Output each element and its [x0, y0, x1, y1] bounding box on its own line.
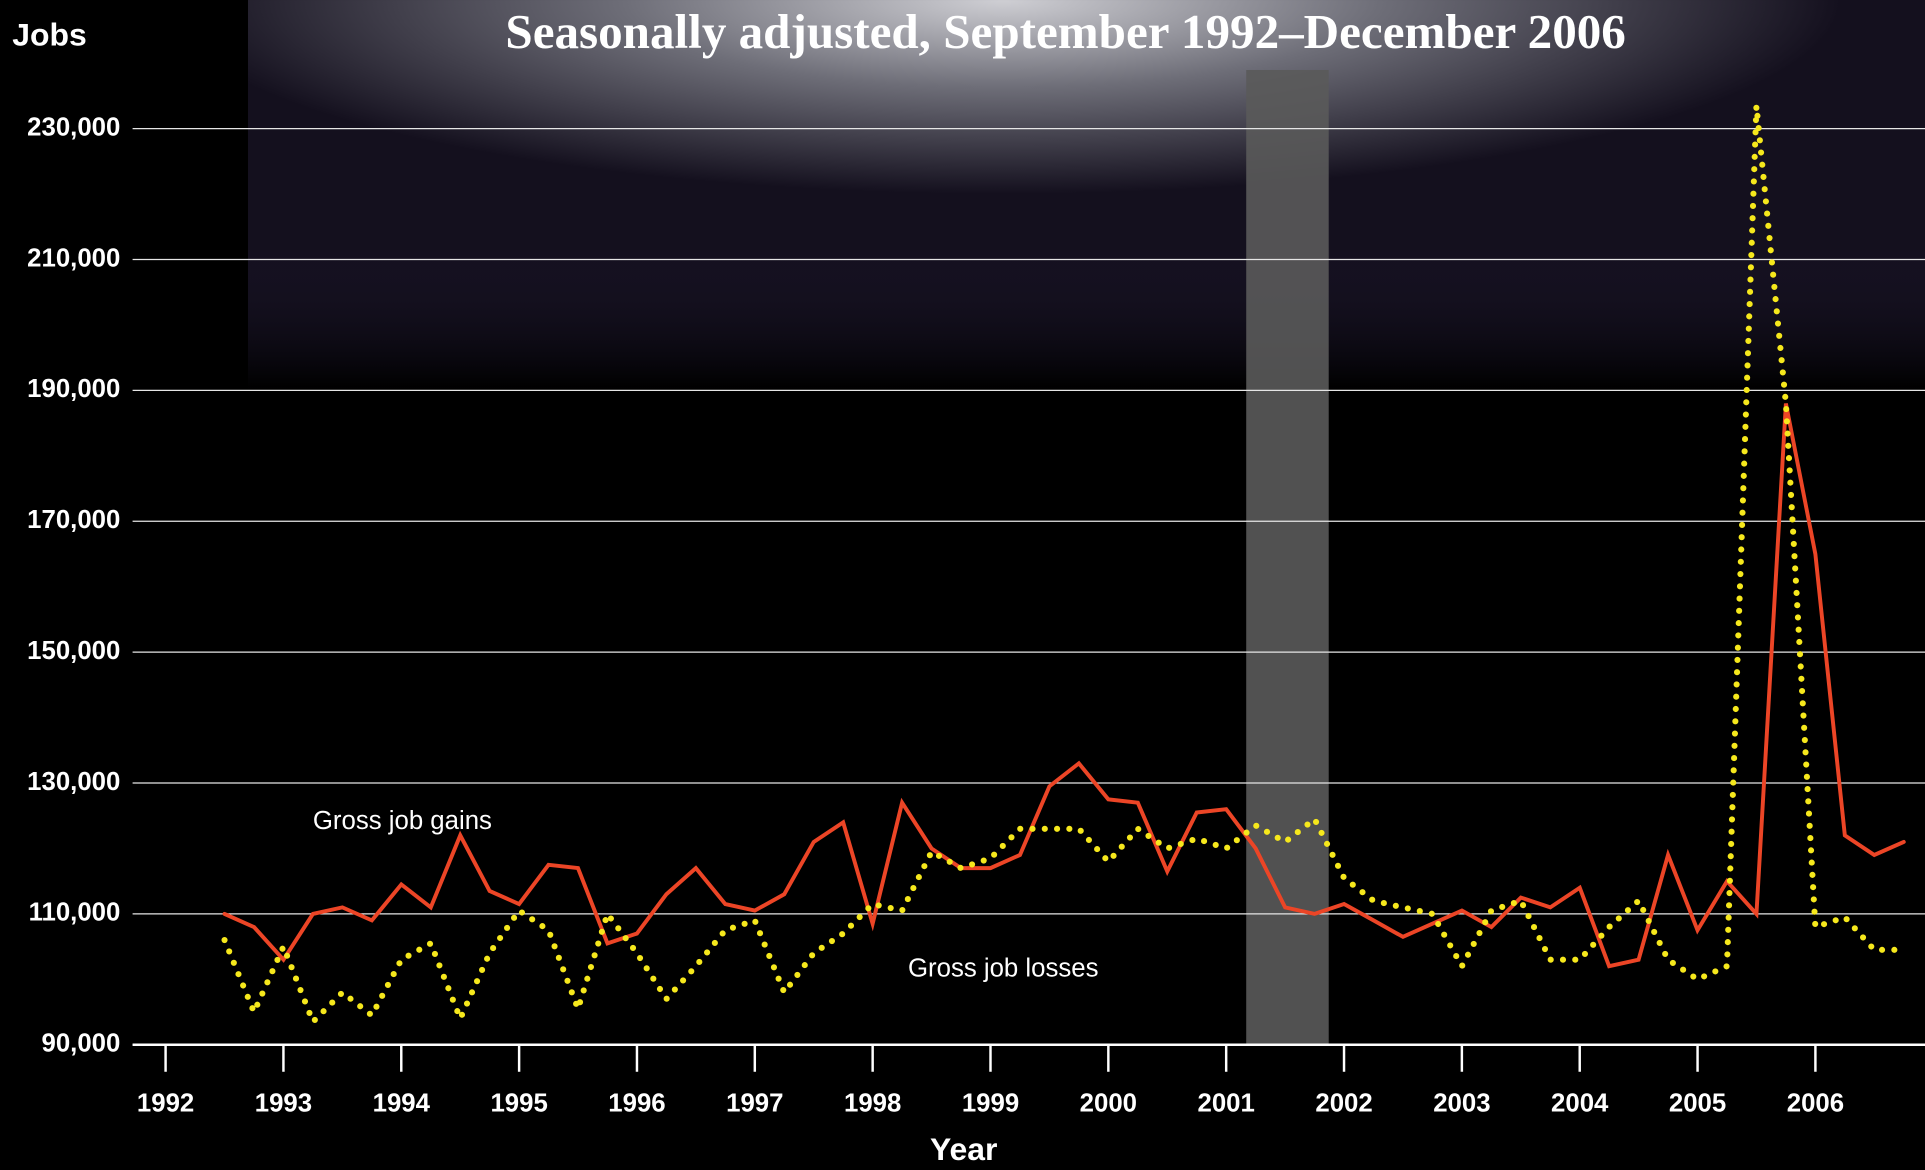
chart: 90,000 110,000 130,000 150,000 170,000 190,00… [0, 0, 1925, 1170]
annotation: Gross job losses [908, 954, 1098, 982]
annotation: Gross job gains [313, 807, 492, 835]
x-tick-label: 1993 [255, 1090, 312, 1118]
x-axis-label: Year [930, 1131, 997, 1167]
chart-title: Seasonally adjusted, September 1992–Dece… [505, 4, 1625, 59]
x-tick-label: 2002 [1315, 1090, 1372, 1118]
y-axis-label: Jobs [12, 16, 86, 52]
x-tick-label: 1994 [373, 1090, 431, 1118]
background-fade [248, 246, 1925, 388]
y-tick-label: 150,000 [27, 637, 120, 665]
x-tick-label: 1997 [726, 1090, 783, 1118]
x-tick-label: 2000 [1080, 1090, 1137, 1118]
y-tick-label: 190,000 [27, 375, 120, 403]
y-tick-label: 210,000 [27, 244, 120, 272]
shaded-span [1246, 70, 1328, 1045]
x-tick-label: 1995 [490, 1090, 547, 1118]
x-tick-label: 2006 [1787, 1090, 1844, 1118]
x-tick-label: 1996 [608, 1090, 665, 1118]
y-tick-label: 90,000 [41, 1030, 120, 1058]
x-tick-label: 1992 [137, 1090, 194, 1118]
x-tick-label: 2001 [1198, 1090, 1255, 1118]
x-tick-label: 2003 [1433, 1090, 1490, 1118]
y-tick-label: 130,000 [27, 768, 120, 796]
y-tick-label: 170,000 [27, 506, 120, 534]
x-tick-label: 2004 [1551, 1090, 1609, 1118]
x-tick-label: 2005 [1669, 1090, 1726, 1118]
x-tick-label: 1999 [962, 1090, 1019, 1118]
x-tick-label: 1998 [844, 1090, 901, 1118]
y-tick-label: 230,000 [27, 113, 120, 141]
y-tick-label: 110,000 [29, 899, 121, 927]
